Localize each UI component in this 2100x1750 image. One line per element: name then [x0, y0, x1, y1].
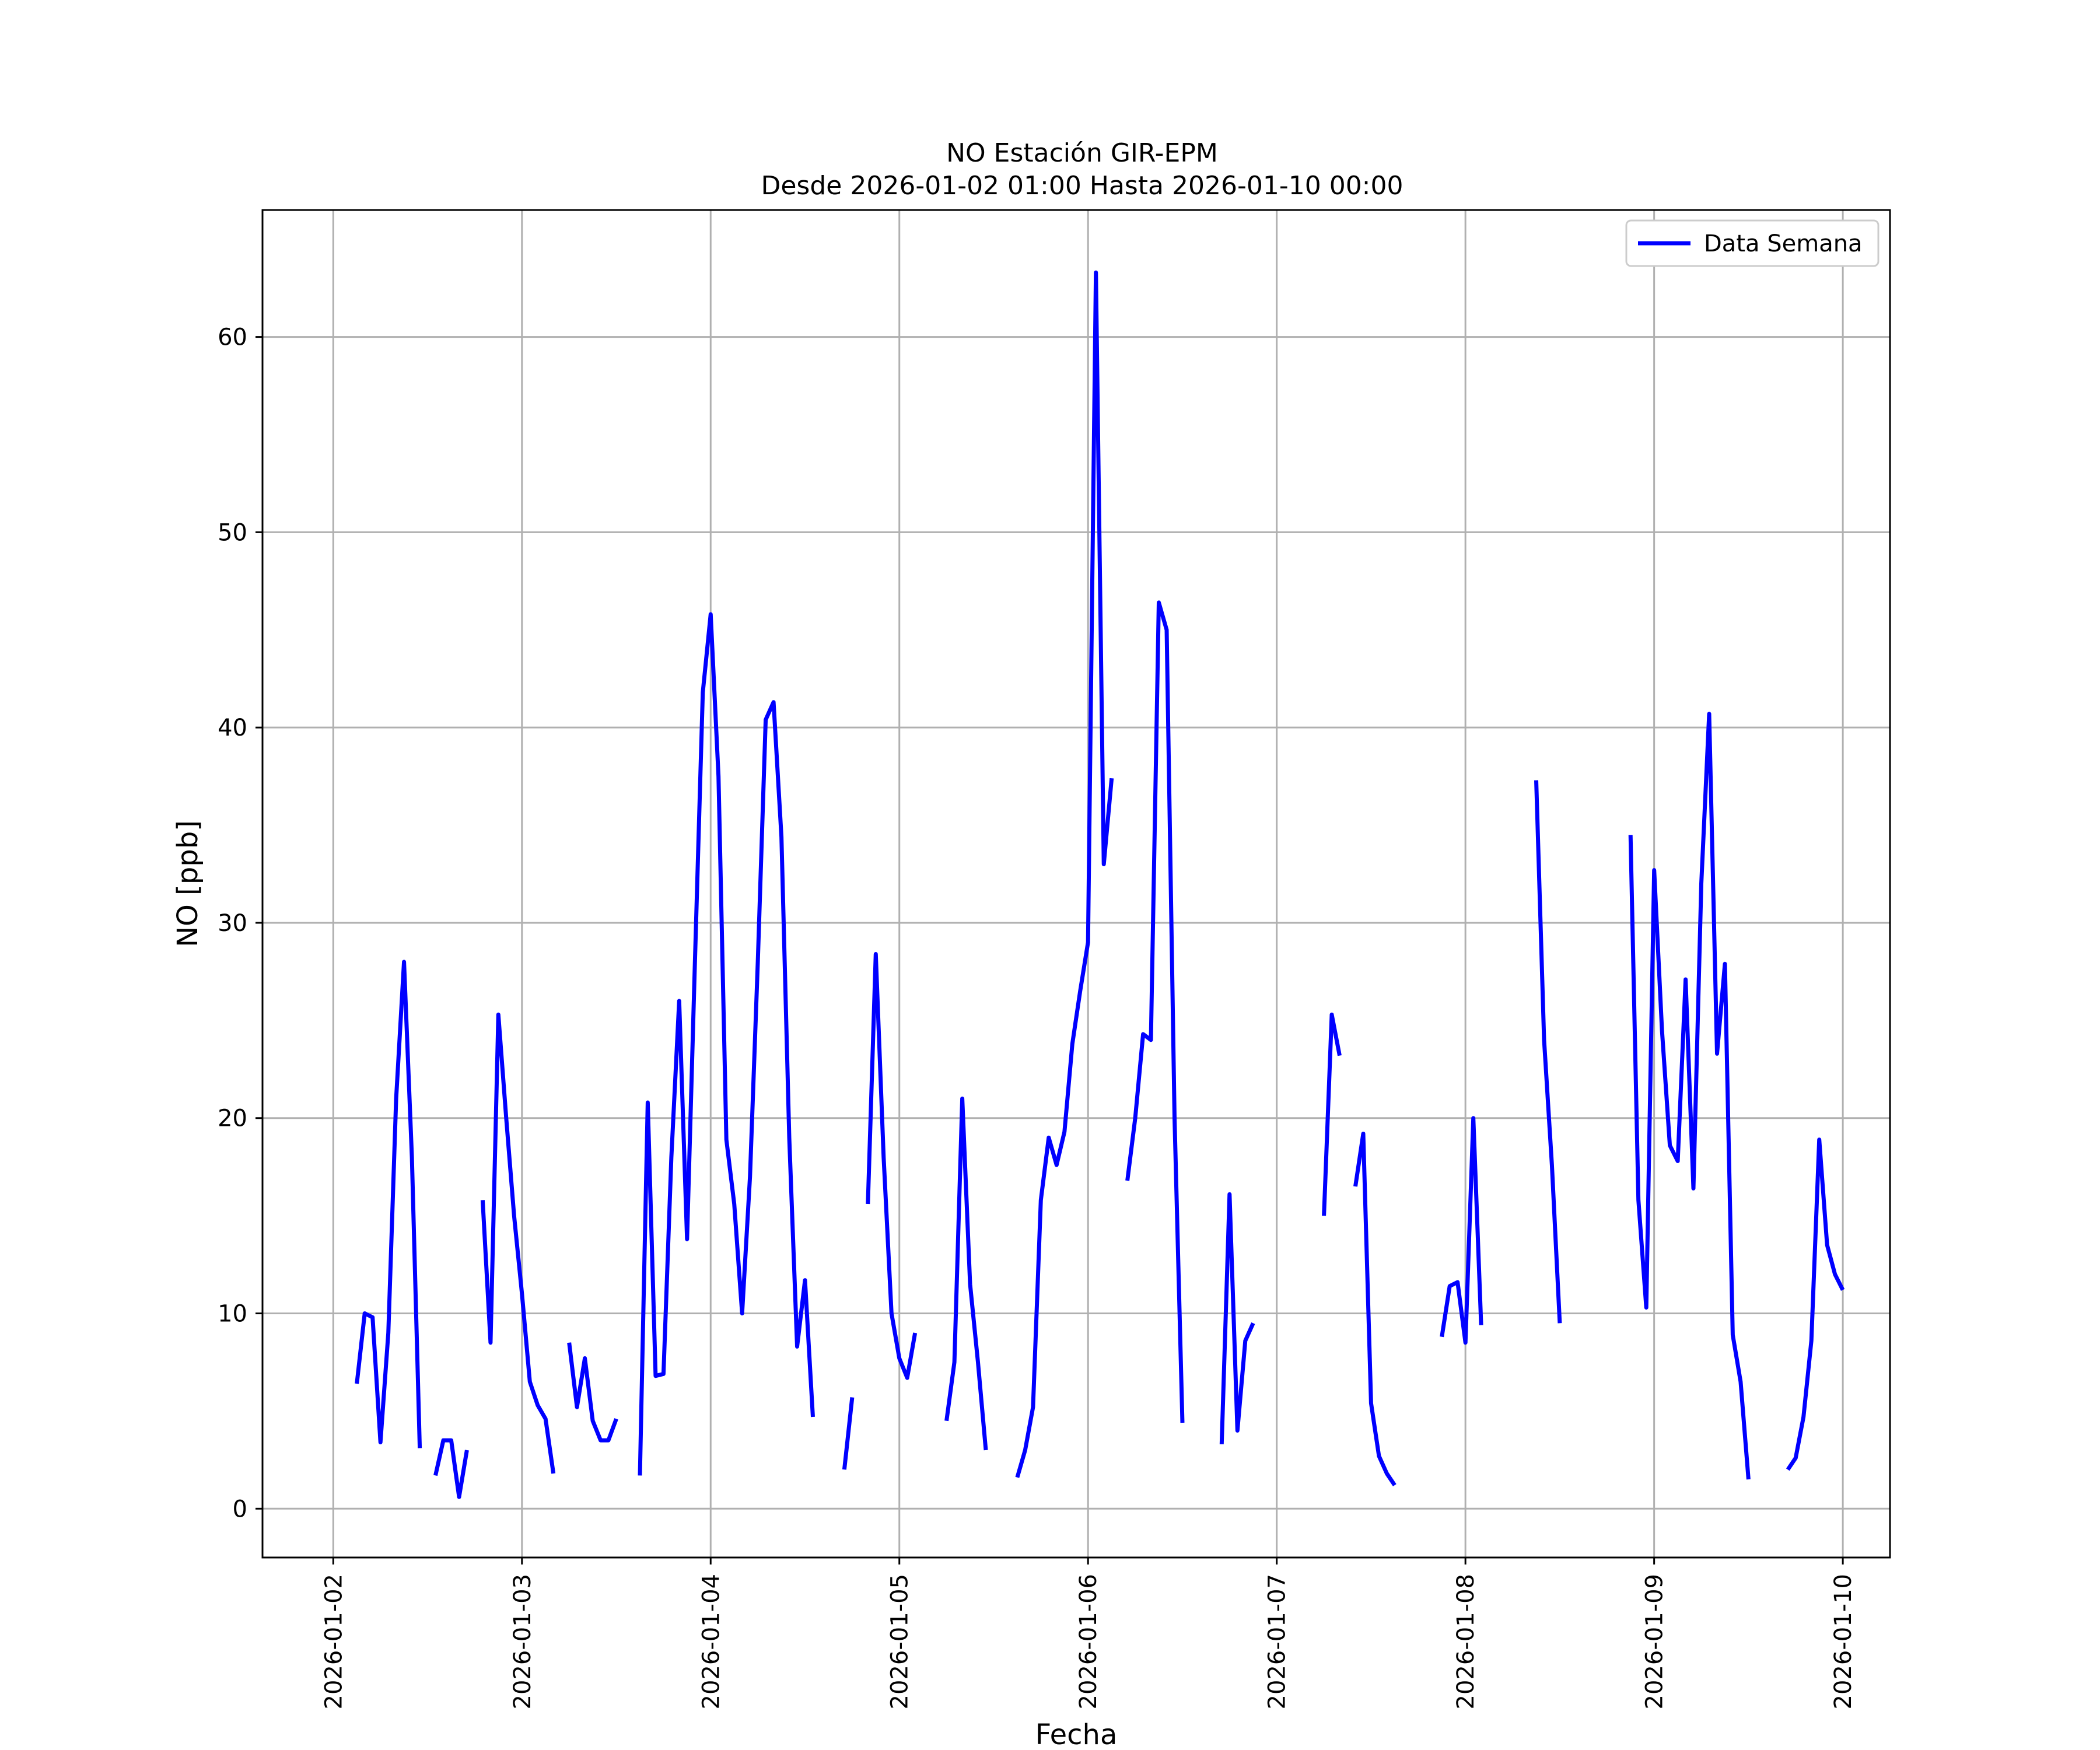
legend: Data Semana	[1625, 219, 1880, 267]
series-data-semana	[355, 270, 1845, 1499]
series-line-segment	[1440, 1116, 1483, 1345]
y-axis-label: NO [ppb]	[172, 820, 204, 947]
y-tick-label: 50	[218, 519, 247, 546]
series-line-segment	[1534, 780, 1562, 1324]
chart-title: NO Estación GIR-EPM	[946, 138, 1218, 168]
y-tick-label: 0	[233, 1496, 247, 1522]
x-tick-label: 2026-01-09	[1642, 1574, 1668, 1709]
x-tick-label: 2026-01-05	[887, 1574, 914, 1709]
series-line-segment	[1353, 1132, 1396, 1487]
x-axis-ticks: 2026-01-02 2026-01-03 2026-01-04 2026-01-05…	[320, 1558, 1857, 1709]
plot-area-frame	[261, 209, 1891, 1559]
x-tick-label: 2026-01-03	[509, 1574, 536, 1709]
series-line-segment	[1786, 1138, 1845, 1471]
x-tick-label: 2026-01-02	[320, 1574, 347, 1709]
legend-label: Data Semana	[1704, 230, 1863, 257]
series-line-segment	[1125, 600, 1185, 1423]
x-tick-label: 2026-01-06	[1075, 1574, 1102, 1709]
series-line-segment	[1628, 712, 1751, 1480]
series-line-segment	[433, 1438, 469, 1499]
series-line-segment	[944, 1096, 988, 1451]
series-line-segment	[567, 1342, 618, 1443]
series-line-segment	[842, 1397, 855, 1470]
series-line-segment	[480, 1012, 556, 1474]
series-line-segment	[355, 960, 422, 1448]
legend-frame	[1625, 219, 1880, 267]
series-line-segment	[1322, 1012, 1342, 1216]
series-line-segment	[866, 952, 918, 1380]
x-tick-label: 2026-01-04	[698, 1574, 724, 1709]
y-tick-label: 20	[218, 1105, 247, 1132]
chart-subtitle: Desde 2026-01-02 01:00 Hasta 2026-01-10 …	[761, 171, 1403, 201]
series-line-segment	[638, 612, 815, 1476]
series-line-segment	[1219, 1192, 1255, 1444]
x-tick-label: 2026-01-07	[1264, 1574, 1291, 1709]
y-tick-label: 30	[218, 910, 247, 937]
y-tick-label: 10	[218, 1301, 247, 1328]
x-tick-label: 2026-01-08	[1452, 1574, 1479, 1709]
x-tick-label: 2026-01-10	[1830, 1574, 1857, 1709]
y-axis-ticks: 0 10 20 30 40 50 60	[218, 324, 262, 1522]
x-axis-label: Fecha	[1035, 1718, 1118, 1750]
y-tick-label: 60	[218, 324, 247, 351]
series-line-segment	[1015, 270, 1114, 1478]
y-tick-label: 40	[218, 715, 247, 741]
